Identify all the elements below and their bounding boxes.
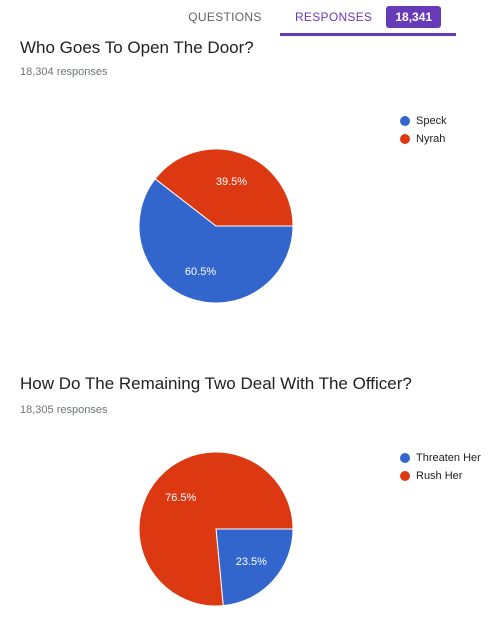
legend-swatch — [400, 452, 410, 463]
legend-item-rush-her: Rush Her — [400, 468, 481, 483]
legend-label: Speck — [416, 114, 447, 127]
chart-legend: Threaten Her Rush Her — [400, 450, 481, 486]
question-title: How Do The Remaining Two Deal With The O… — [20, 374, 412, 393]
tab-responses-label: RESPONSES — [294, 9, 373, 24]
pie-slice-rush-her — [138, 451, 294, 607]
response-count: 18,304 responses — [20, 66, 108, 78]
legend-item-threaten-her: Threaten Her — [400, 450, 481, 465]
question-summary-1: Who Goes To Open The Door? 18,304 respon… — [0, 36, 500, 336]
legend-swatch — [400, 115, 410, 126]
pie-slice-threaten-her — [215, 528, 294, 607]
legend-item-speck: Speck — [400, 113, 447, 128]
tab-responses[interactable]: RESPONSES 18,341 — [280, 0, 456, 36]
legend-item-nyrah: Nyrah — [400, 131, 447, 146]
responses-count-badge: 18,341 — [386, 5, 442, 28]
question-summary-2: How Do The Remaining Two Deal With The O… — [0, 370, 500, 637]
legend-label: Rush Her — [416, 469, 463, 482]
pie-data-label: 39.5% — [216, 176, 247, 188]
tab-questions[interactable]: QUESTIONS — [170, 0, 280, 33]
pie-slice-speck — [138, 178, 294, 304]
pie-chart: 60.5% 39.5% — [138, 148, 294, 304]
chart-legend: Speck Nyrah — [400, 113, 447, 149]
legend-swatch — [400, 470, 410, 481]
question-title: Who Goes To Open The Door? — [20, 38, 254, 57]
pie-data-label: 76.5% — [165, 492, 196, 504]
tab-questions-label: QUESTIONS — [188, 9, 262, 24]
pie-chart: 23.5% 76.5% — [138, 451, 294, 607]
legend-swatch — [400, 133, 410, 144]
pie-data-label: 23.5% — [236, 556, 267, 568]
legend-label: Threaten Her — [416, 451, 481, 464]
response-count: 18,305 responses — [20, 404, 108, 416]
responses-tab-bar: QUESTIONS RESPONSES 18,341 — [0, 0, 500, 36]
pie-data-label: 60.5% — [185, 266, 216, 278]
pie-slice-nyrah — [154, 148, 294, 227]
legend-label: Nyrah — [416, 132, 446, 145]
